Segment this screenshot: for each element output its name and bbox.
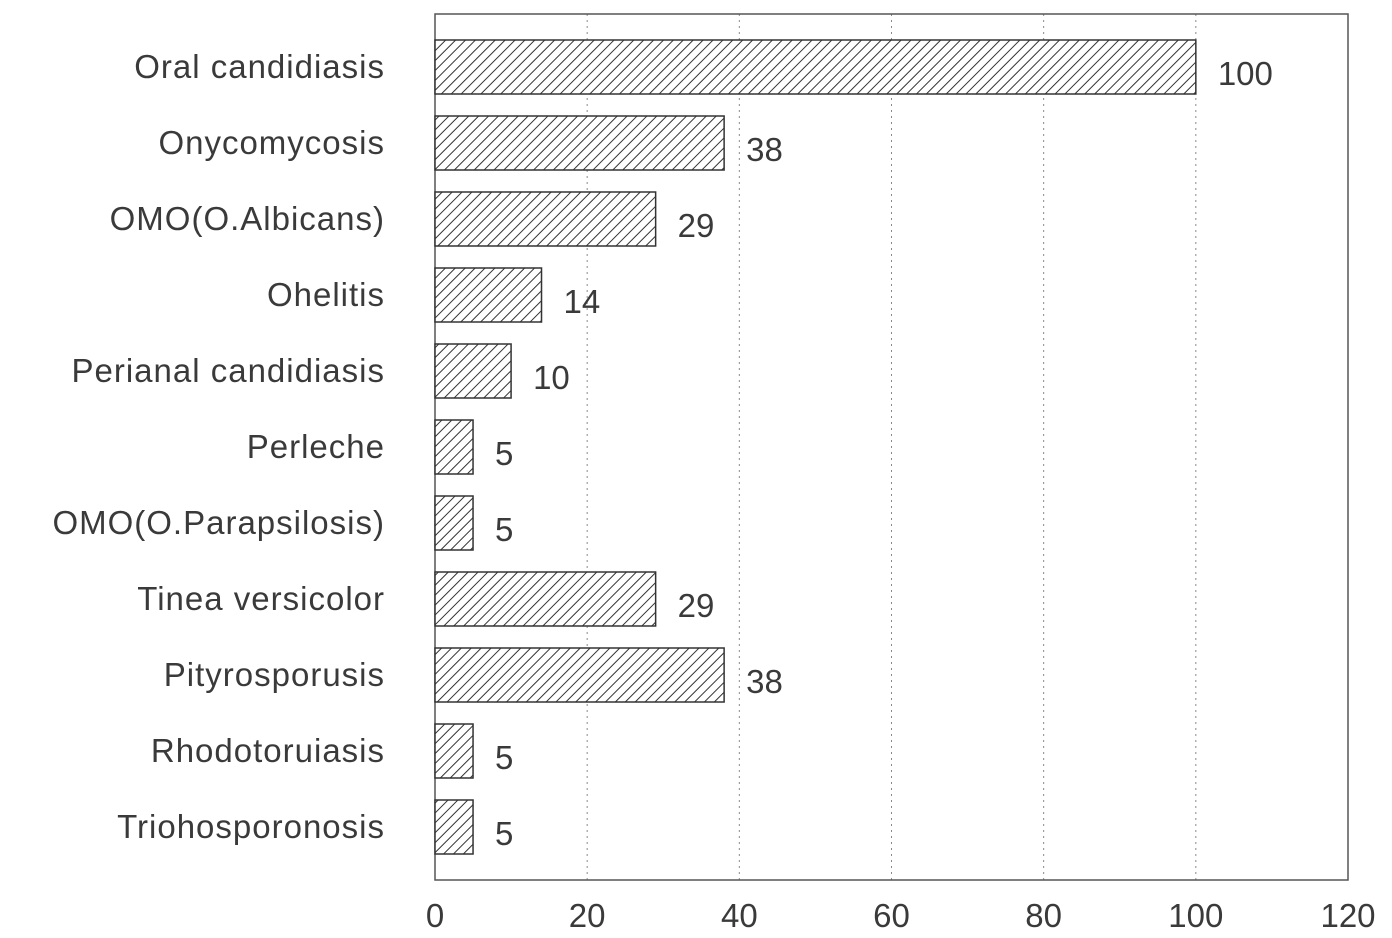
category-label-3: Ohelitis	[267, 276, 385, 313]
category-label-5: Perleche	[247, 428, 385, 465]
x-tick-label-120: 120	[1320, 897, 1375, 934]
bar-1	[434, 115, 725, 171]
data-label-8: 38	[746, 663, 783, 700]
data-label-2: 29	[678, 207, 715, 244]
bar-9	[434, 723, 474, 779]
data-labels: 100 38 29 14 10 5 5 29 38 5 5	[495, 55, 1273, 852]
bar-6	[434, 495, 474, 551]
grid-lines	[586, 14, 1197, 880]
x-tick-label-60: 60	[873, 897, 910, 934]
data-label-10: 5	[495, 815, 513, 852]
bar-0	[434, 39, 1197, 95]
category-label-6: OMO(O.Parapsilosis)	[52, 504, 385, 541]
data-label-3: 14	[564, 283, 601, 320]
x-tick-label-80: 80	[1025, 897, 1062, 934]
bar-7	[434, 571, 657, 627]
category-label-9: Rhodotoruiasis	[151, 732, 385, 769]
bars	[434, 39, 1197, 855]
category-label-4: Perianal candidiasis	[71, 352, 385, 389]
category-labels: Oral candidiasis Onycomycosis OMO(O.Albica…	[52, 48, 385, 845]
data-label-1: 38	[746, 131, 783, 168]
bar-3	[434, 267, 543, 323]
bar-8	[434, 647, 725, 703]
data-label-6: 5	[495, 511, 513, 548]
bar-10	[434, 799, 474, 855]
category-label-0: Oral candidiasis	[134, 48, 385, 85]
x-tick-label-100: 100	[1168, 897, 1223, 934]
data-label-4: 10	[533, 359, 570, 396]
bar-2	[434, 191, 657, 247]
bar-4	[434, 343, 512, 399]
bar-5	[434, 419, 474, 475]
data-label-0: 100	[1218, 55, 1273, 92]
x-tick-label-20: 20	[569, 897, 606, 934]
x-axis-ticks: 0 20 40 60 80 100 120	[426, 897, 1376, 934]
category-label-7: Tinea versicolor	[137, 580, 385, 617]
data-label-7: 29	[678, 587, 715, 624]
category-label-10: Triohosporonosis	[117, 808, 385, 845]
category-label-2: OMO(O.Albicans)	[110, 200, 385, 237]
x-tick-label-40: 40	[721, 897, 758, 934]
data-label-5: 5	[495, 435, 513, 472]
data-label-9: 5	[495, 739, 513, 776]
category-label-1: Onycomycosis	[158, 124, 385, 161]
category-label-8: Pityrosporusis	[164, 656, 385, 693]
x-tick-label-0: 0	[426, 897, 444, 934]
